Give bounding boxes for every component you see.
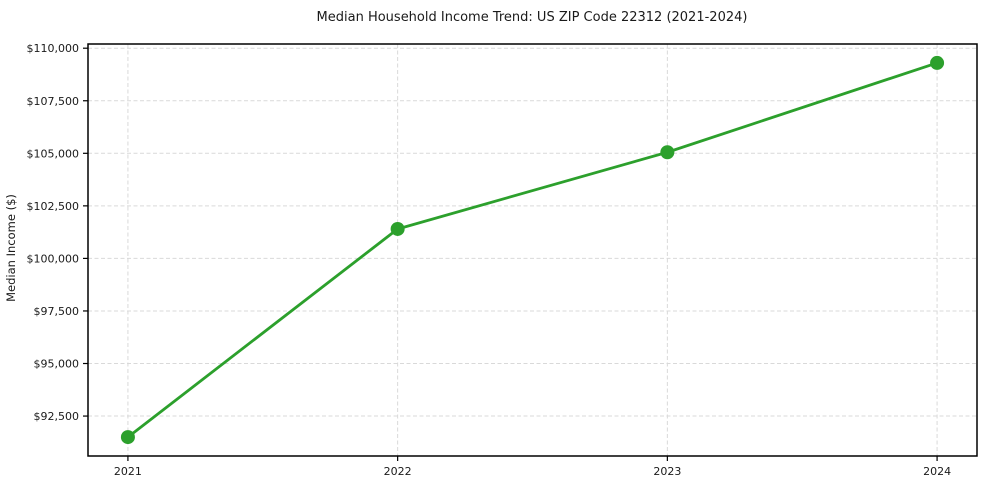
grid-layer <box>88 44 977 456</box>
y-tick-label: $95,000 <box>34 358 80 371</box>
x-tick-label: 2021 <box>114 465 142 478</box>
y-tick-label: $100,000 <box>27 252 80 265</box>
y-tick-label: $110,000 <box>27 42 80 55</box>
y-axis-label: Median Income ($) <box>4 194 18 302</box>
x-tick-label: 2024 <box>923 465 951 478</box>
y-tick-label: $105,000 <box>27 147 80 160</box>
trend-line <box>126 61 939 439</box>
chart-title: Median Household Income Trend: US ZIP Co… <box>317 10 748 25</box>
y-tick-label: $102,500 <box>27 200 80 213</box>
y-tick-label: $97,500 <box>34 305 80 318</box>
y-tick-label: $92,500 <box>34 410 80 423</box>
data-point-marker <box>120 430 135 445</box>
plot-border <box>87 43 978 457</box>
y-tick-label: $107,500 <box>27 95 80 108</box>
data-point-marker <box>390 221 405 236</box>
tick-layer: $92,500 $95,000 $97,500 $100,000 $102,500 $10… <box>27 42 952 478</box>
data-point-marker <box>660 145 675 160</box>
x-tick-label: 2022 <box>384 465 412 478</box>
data-point-marker <box>930 55 945 70</box>
x-tick-label: 2023 <box>653 465 681 478</box>
series-layer <box>120 55 945 445</box>
axes-spines <box>87 43 978 457</box>
